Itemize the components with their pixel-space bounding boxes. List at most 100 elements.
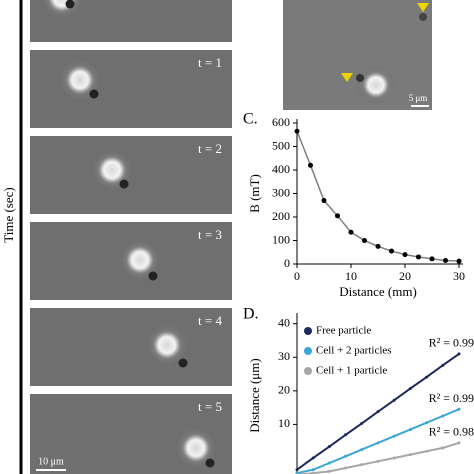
- data-point: [441, 414, 445, 418]
- data-point: [408, 427, 412, 431]
- y-tick-label: 100: [272, 232, 290, 246]
- y-tick-label: 600: [272, 115, 290, 129]
- data-point: [376, 410, 380, 414]
- pointer: [417, 3, 429, 12]
- data-point: [344, 433, 348, 437]
- data-point: [311, 471, 315, 474]
- fit-label: R² = 0.99: [429, 336, 474, 350]
- data-point: [392, 434, 396, 438]
- cell: [97, 155, 127, 185]
- image-frame: [30, 308, 232, 386]
- data-point: [408, 386, 412, 390]
- fit-label: R² = 0.99: [429, 391, 474, 405]
- data-point: [376, 459, 380, 463]
- data-point: [441, 446, 445, 450]
- time-stamp: t = 1: [198, 55, 222, 70]
- data-point: [375, 243, 381, 249]
- data-point: [308, 162, 313, 168]
- data-point: [362, 238, 367, 243]
- data-point: [344, 466, 348, 470]
- fit-label: R² = 0.98: [429, 425, 474, 439]
- pointer: [341, 73, 353, 82]
- data-point: [321, 198, 327, 204]
- data-point: [425, 375, 429, 379]
- x-tick-label: 30: [453, 269, 465, 283]
- panel-label: D.: [243, 306, 259, 323]
- data-point: [392, 456, 396, 460]
- time-stamp: t = 3: [198, 227, 222, 242]
- data-point: [429, 256, 435, 262]
- y-tick-label: 30: [278, 349, 290, 363]
- legend-label: Cell + 1 particle: [316, 365, 387, 377]
- time-stamp: t = 5: [198, 399, 222, 414]
- particle: [419, 13, 427, 21]
- y-tick-label: 20: [278, 383, 290, 397]
- x-tick-label: 0: [294, 269, 300, 283]
- data-point: [389, 248, 394, 254]
- cell: [152, 330, 182, 360]
- y-tick-label: 200: [272, 209, 290, 223]
- data-line: [296, 130, 460, 262]
- data-point: [402, 252, 408, 258]
- scale-bar-label: 5 μm: [409, 93, 428, 103]
- panel-label: C.: [243, 111, 258, 128]
- y-tick-label: 10: [278, 416, 290, 430]
- data-point: [408, 453, 412, 457]
- particle: [178, 358, 188, 368]
- cell: [125, 245, 155, 275]
- data-point: [443, 257, 448, 263]
- cell: [65, 65, 95, 95]
- data-point: [311, 456, 315, 460]
- time-stamp: t = 2: [198, 141, 222, 156]
- legend-label: Free particle: [316, 325, 371, 337]
- legend-marker: [304, 347, 312, 355]
- time-label: Time (sec): [1, 187, 16, 243]
- cell: [362, 71, 390, 99]
- data-point: [335, 213, 340, 219]
- y-tick-label: 300: [272, 185, 290, 199]
- x-axis-label: Distance (mm): [339, 284, 417, 299]
- particle: [89, 89, 99, 99]
- scale-bar-label: 10 μm: [38, 456, 64, 467]
- data-point: [348, 229, 354, 235]
- y-tick-label: 40: [278, 315, 290, 329]
- data-point: [416, 254, 421, 260]
- data-point: [344, 454, 348, 458]
- legend-marker: [304, 367, 312, 375]
- y-tick-label: 500: [272, 138, 290, 152]
- y-tick-label: 400: [272, 162, 290, 176]
- data-point: [327, 461, 331, 465]
- data-point: [295, 471, 299, 474]
- particle: [119, 179, 129, 189]
- particle: [148, 271, 158, 281]
- data-point: [441, 363, 445, 367]
- data-point: [425, 421, 429, 425]
- y-axis-label: Distance (μm): [247, 358, 262, 432]
- data-point: [311, 468, 315, 472]
- particle: [356, 74, 364, 82]
- x-tick-label: 20: [399, 269, 411, 283]
- data-point: [295, 468, 299, 472]
- y-axis-label: B (mT): [247, 174, 262, 213]
- data-point: [457, 407, 461, 411]
- data-point: [392, 398, 396, 402]
- data-point: [376, 441, 380, 445]
- data-point: [360, 421, 364, 425]
- data-point: [425, 449, 429, 453]
- data-line: [296, 408, 460, 474]
- legend-marker: [304, 327, 312, 335]
- data-point: [327, 445, 331, 449]
- data-point: [294, 128, 300, 134]
- legend-label: Cell + 2 particles: [316, 345, 392, 357]
- data-point: [457, 352, 461, 356]
- data-point: [360, 448, 364, 452]
- y-tick-label: 0: [284, 256, 290, 270]
- time-stamp: t = 4: [198, 313, 222, 328]
- data-point: [457, 441, 461, 445]
- data-line: [296, 441, 460, 474]
- cell: [181, 433, 211, 463]
- particle: [65, 0, 75, 9]
- data-point: [327, 469, 331, 473]
- data-point: [360, 463, 364, 467]
